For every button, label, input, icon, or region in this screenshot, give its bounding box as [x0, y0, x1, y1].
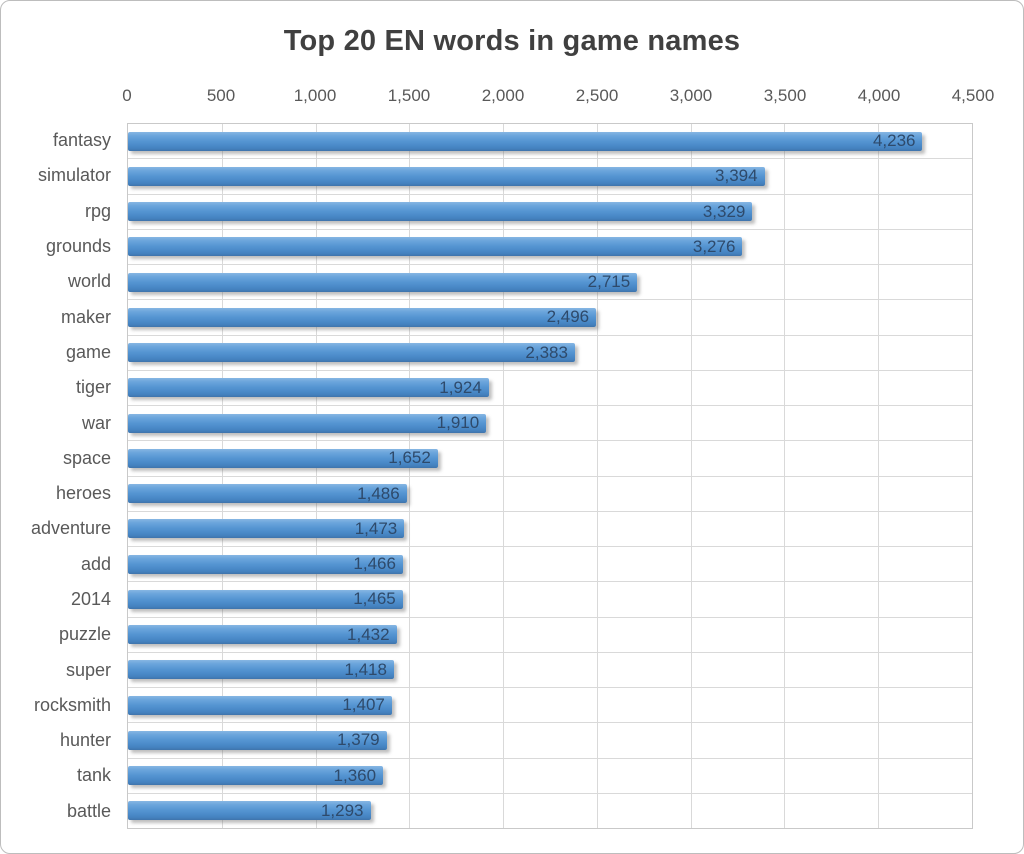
bar-row: 1,379 — [128, 723, 972, 759]
bar-rows: 4,236 3,394 3,329 3,276 2,715 2,496 2,383 1,924… — [128, 124, 972, 828]
bar-row: 2,715 — [128, 265, 972, 301]
bar-row: 4,236 — [128, 124, 972, 160]
bar-world: 2,715 — [128, 272, 638, 292]
bar-row: 3,276 — [128, 230, 972, 265]
bar-row: 1,418 — [128, 653, 972, 688]
bar-value-label: 1,486 — [357, 483, 400, 503]
category-label: world — [67, 271, 111, 292]
bar-heroes: 1,486 — [128, 483, 407, 504]
x-tick-label: 1,500 — [387, 86, 431, 105]
x-tick-label: 3,500 — [763, 86, 807, 105]
bar-hunter: 1,379 — [128, 730, 387, 750]
bar-row: 1,473 — [128, 512, 972, 547]
bar-value-label: 1,379 — [337, 730, 380, 750]
category-label: hunter — [59, 730, 111, 751]
bar-row: 1,407 — [128, 688, 972, 724]
category-label: battle — [66, 800, 111, 821]
x-tick-label: 2,000 — [481, 86, 525, 105]
bar-row: 1,652 — [128, 441, 972, 477]
bar-value-label: 1,360 — [333, 765, 377, 785]
bar-tank: 1,360 — [128, 765, 384, 786]
bar-maker: 2,496 — [128, 307, 597, 327]
x-tick-label: 2,500 — [575, 86, 619, 105]
category-label: rocksmith — [33, 694, 111, 715]
bar-puzzle: 1,432 — [128, 624, 397, 645]
category-label: fantasy — [52, 130, 111, 151]
x-tick-label: 4,500 — [951, 86, 995, 105]
bar-value-label: 2,496 — [546, 307, 590, 327]
bar-value-label: 3,276 — [692, 236, 736, 256]
bar-value-label: 2,383 — [525, 342, 568, 362]
category-label: tiger — [75, 377, 111, 398]
bar-simulator: 3,394 — [128, 166, 765, 186]
bar-value-label: 1,473 — [354, 518, 398, 538]
bar-value-label: 1,432 — [347, 624, 390, 644]
bar-value-label: 1,652 — [388, 448, 431, 468]
bar-row: 1,360 — [128, 759, 972, 794]
bar-rocksmith: 1,407 — [128, 695, 392, 715]
bar-value-label: 3,329 — [702, 201, 746, 221]
plot-area: 4,236 3,394 3,329 3,276 2,715 2,496 2,383 1,924… — [127, 123, 973, 829]
category-label: maker — [60, 306, 111, 327]
bar-row: 3,329 — [128, 195, 972, 230]
bar-adventure: 1,473 — [128, 518, 405, 539]
bar-row: 1,293 — [128, 794, 972, 828]
bar-row: 1,466 — [128, 547, 972, 583]
category-label: game — [65, 341, 111, 362]
bar-2014: 1,465 — [128, 589, 403, 609]
bar-tiger: 1,924 — [128, 377, 489, 398]
bar-space: 1,652 — [128, 448, 438, 468]
bar-war: 1,910 — [128, 413, 487, 433]
category-label: war — [81, 412, 111, 433]
bar-value-label: 1,924 — [439, 377, 482, 397]
category-label: adventure — [30, 518, 111, 539]
bar-value-label: 1,910 — [436, 413, 480, 433]
category-label: rpg — [84, 200, 111, 221]
bar-row: 1,924 — [128, 371, 972, 406]
bar-rpg: 3,329 — [128, 201, 753, 222]
bar-game: 2,383 — [128, 342, 575, 363]
category-label: 2014 — [70, 589, 111, 609]
x-tick-label: 4,000 — [857, 86, 901, 105]
x-tick-label: 0 — [122, 86, 132, 105]
bar-value-label: 3,394 — [715, 166, 758, 186]
bar-value-label: 1,293 — [320, 800, 364, 820]
x-axis: 0 500 1,000 1,500 2,000 2,500 3,000 3,500 4,000 4… — [122, 86, 994, 108]
category-label: tank — [76, 765, 111, 786]
bar-row: 1,910 — [128, 406, 972, 442]
x-tick-label: 3,000 — [669, 86, 713, 105]
bar-add: 1,466 — [128, 554, 403, 574]
category-label: space — [62, 447, 111, 468]
bar-value-label: 2,715 — [587, 272, 631, 292]
category-label: puzzle — [58, 624, 111, 645]
bar-value-label: 1,407 — [342, 695, 385, 715]
bar-value-label: 1,466 — [353, 554, 396, 574]
category-label: heroes — [55, 483, 111, 504]
bar-grounds: 3,276 — [128, 236, 743, 257]
bar-value-label: 4,236 — [872, 131, 916, 151]
chart-title: Top 20 EN words in game names — [283, 25, 741, 57]
category-label: simulator — [37, 165, 111, 186]
bar-super: 1,418 — [128, 659, 394, 680]
category-axis: fantasy simulator rpg grounds world maker game… — [1, 123, 111, 829]
category-label: add — [80, 553, 111, 574]
bar-value-label: 1,465 — [353, 589, 396, 609]
bar-row: 1,486 — [128, 477, 972, 512]
bar-row: 2,383 — [128, 336, 972, 371]
category-label: super — [65, 659, 111, 680]
bar-row: 1,432 — [128, 618, 972, 653]
bar-row: 2,496 — [128, 300, 972, 336]
category-label: grounds — [45, 236, 111, 257]
x-tick-label: 500 — [206, 86, 236, 105]
bar-battle: 1,293 — [128, 800, 371, 821]
bar-row: 1,465 — [128, 582, 972, 618]
bar-fantasy: 4,236 — [128, 131, 923, 151]
bar-row: 3,394 — [128, 159, 972, 195]
x-tick-label: 1,000 — [293, 86, 337, 105]
bar-value-label: 1,418 — [344, 659, 387, 679]
